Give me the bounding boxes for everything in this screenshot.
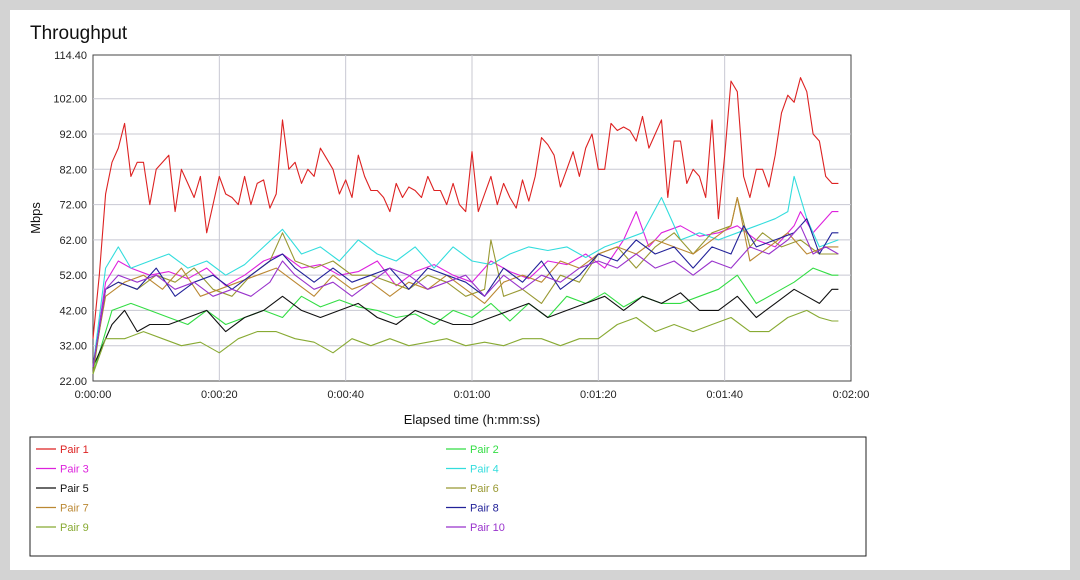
x-tick-label: 0:00:20 [201, 389, 238, 401]
series-line-pair-1 [92, 77, 839, 339]
series-line-pair-7 [92, 196, 839, 367]
y-tick-label: 92.00 [59, 129, 87, 141]
x-tick-label: 0:00:40 [327, 389, 364, 401]
y-tick-label: 114.40 [54, 50, 87, 62]
legend-label-pair-1: Pair 1 [60, 444, 89, 456]
legend-label-pair-4: Pair 4 [470, 464, 499, 476]
chart-frame: Throughput 22.00 32.00 42.00 52.00 62.00 72.0… [10, 10, 1070, 570]
y-tick-label: 42.00 [59, 305, 87, 317]
series-line-pair-9 [92, 309, 839, 375]
x-axis-ticks: 0:00:00 0:00:20 0:00:40 0:01:00 0:01:20 0:01:… [75, 389, 870, 401]
series-line-pair-2 [92, 267, 839, 375]
legend-label-pair-7: Pair 7 [60, 503, 89, 515]
series-line-pair-3 [92, 211, 839, 367]
y-axis-ticks: 22.00 32.00 42.00 52.00 62.00 72.00 82.00 92.00… [53, 50, 87, 388]
x-tick-label: 0:00:00 [75, 389, 112, 401]
legend-label-pair-9: Pair 9 [60, 522, 89, 534]
legend-label-pair-8: Pair 8 [470, 503, 499, 515]
x-tick-label: 0:01:20 [580, 389, 617, 401]
x-axis-label: Elapsed time (h:mm:ss) [404, 412, 541, 427]
series-line-pair-5 [92, 288, 839, 368]
legend-label-pair-3: Pair 3 [60, 464, 89, 476]
y-tick-label: 72.00 [59, 200, 87, 212]
series-line-pair-10 [92, 225, 839, 367]
legend-label-pair-6: Pair 6 [470, 483, 499, 495]
grid [93, 55, 851, 381]
series-line-pair-4 [92, 175, 839, 367]
legend-label-pair-5: Pair 5 [60, 483, 89, 495]
throughput-chart: Throughput 22.00 32.00 42.00 52.00 62.00 72.0… [28, 23, 870, 557]
y-tick-label: 82.00 [59, 164, 87, 176]
chart-title: Throughput [30, 23, 128, 44]
y-tick-label: 102.00 [53, 94, 87, 106]
y-tick-label: 52.00 [59, 270, 87, 282]
legend-label-pair-2: Pair 2 [470, 444, 499, 456]
legend-entries: Pair 1 Pair 2 Pair 3 Pair 4 Pair 5 Pair 6 Pair… [36, 444, 505, 534]
x-tick-label: 0:01:40 [706, 389, 743, 401]
y-axis-label: Mbps [28, 202, 43, 234]
series-line-pair-8 [92, 218, 839, 367]
legend-label-pair-10: Pair 10 [470, 522, 505, 534]
series-lines [92, 77, 839, 375]
y-tick-label: 22.00 [59, 376, 87, 388]
x-tick-label: 0:01:00 [454, 389, 491, 401]
legend [29, 436, 867, 557]
x-tick-label: 0:02:00 [833, 389, 870, 401]
y-tick-label: 32.00 [59, 341, 87, 353]
y-tick-label: 62.00 [59, 235, 87, 247]
